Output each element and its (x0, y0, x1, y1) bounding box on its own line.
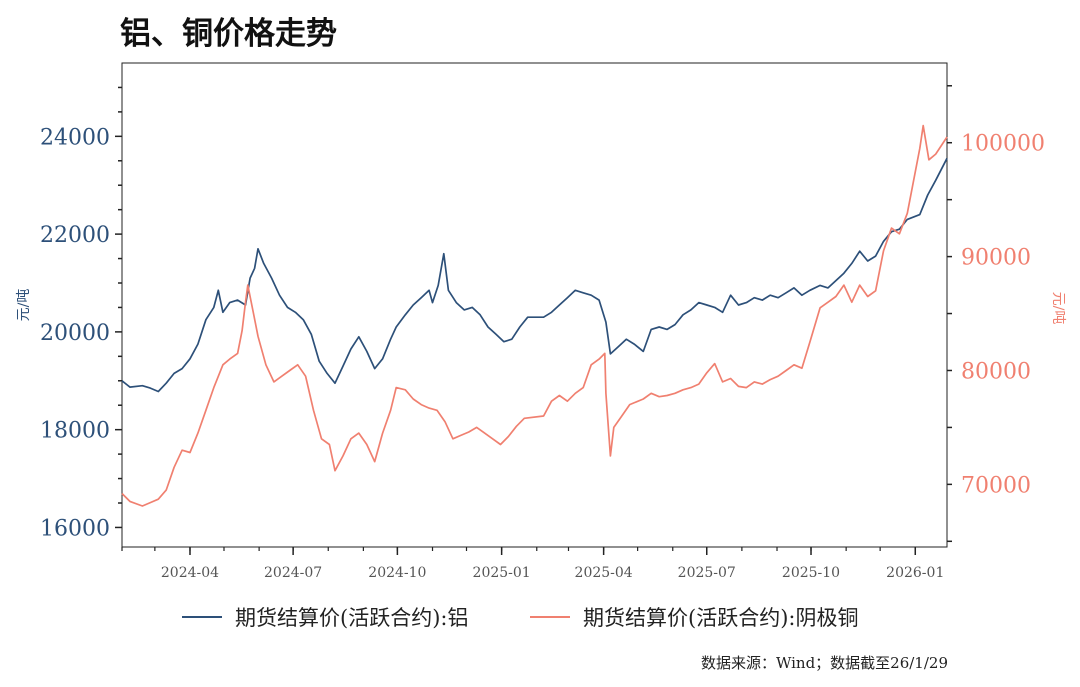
plot-frame (121, 62, 948, 548)
y-right-label: 元/吨 (1050, 292, 1066, 325)
y-right-tick-label: 100000 (961, 132, 1045, 157)
y-right-tick-label: 90000 (961, 246, 1031, 271)
y-left-tick-label: 18000 (40, 419, 110, 444)
x-tick-label: 2025-04 (575, 565, 633, 581)
source-note: 数据来源：Wind；数据截至26/1/29 (700, 654, 948, 672)
y-right-tick-label: 80000 (961, 359, 1031, 384)
legend: 期货结算价(活跃合约):铝 期货结算价(活跃合约):阴极铜 (182, 606, 858, 630)
y-left-tick-label: 22000 (40, 223, 110, 248)
chart-title: 铝、铜价格走势 (120, 16, 337, 52)
x-tick-label: 2025-10 (782, 565, 840, 581)
y-left-tick-label: 24000 (40, 125, 110, 150)
y-right-tick-label: 70000 (961, 473, 1031, 498)
x-tick-label: 2024-07 (264, 565, 322, 581)
legend-label-aluminum: 期货结算价(活跃合约):铝 (235, 606, 468, 630)
x-tick-label: 2026-01 (886, 565, 944, 581)
x-tick-label: 2025-07 (678, 565, 736, 581)
x-tick-label: 2024-04 (161, 565, 219, 581)
y-left-tick-label: 20000 (40, 321, 110, 346)
series-line-aluminum (121, 157, 948, 393)
x-tick-label: 2025-01 (473, 565, 531, 581)
series-line-copper (121, 124, 948, 507)
y-left-tick-label: 16000 (40, 516, 110, 541)
y-left-label: 元/吨 (16, 289, 32, 322)
legend-label-copper: 期货结算价(活跃合约):阴极铜 (583, 606, 858, 630)
x-tick-label: 2024-10 (368, 565, 426, 581)
